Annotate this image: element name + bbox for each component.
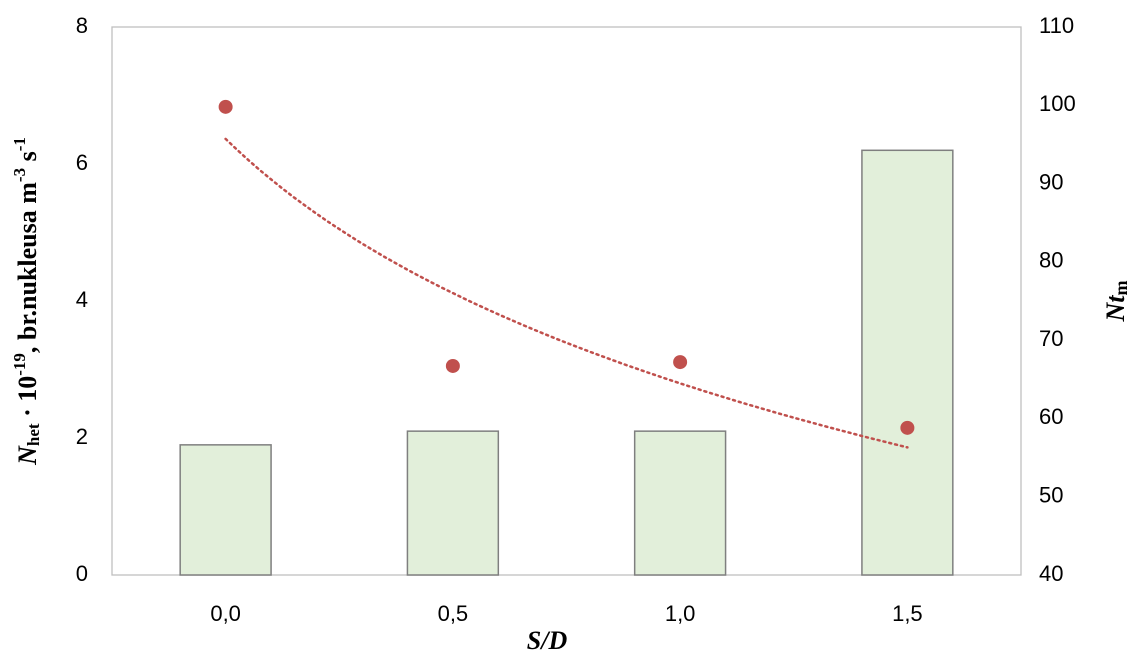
x-axis-label: S/D [527, 626, 568, 655]
y-tick-label: 4 [76, 287, 88, 312]
y2-tick-label: 50 [1039, 483, 1063, 508]
y-label-part: , br.nukleusa m [13, 182, 42, 353]
x-tick-label: 1,0 [665, 601, 696, 626]
y-tick-label: 2 [76, 424, 88, 449]
y2-tick-label: 80 [1039, 248, 1063, 273]
y-label-part: het [24, 423, 43, 446]
y2-tick-label: 40 [1039, 561, 1063, 586]
y2-tick-label: 90 [1039, 169, 1063, 194]
y2-label-part: Nt [1101, 295, 1130, 323]
y2-tick-label: 110 [1039, 13, 1074, 38]
trend-line [224, 137, 909, 449]
bar [406, 430, 500, 576]
y-label-part: s [13, 151, 42, 168]
y-label-part: -3 [10, 168, 29, 182]
point [673, 355, 688, 370]
y-tick-label: 6 [76, 150, 88, 175]
bar [179, 444, 272, 576]
y-tick-label: 8 [76, 13, 88, 38]
y2-tick-label: 70 [1039, 326, 1063, 351]
bar [633, 430, 727, 576]
point [900, 420, 915, 435]
y-label-part: -1 [10, 137, 29, 151]
x-tick-label: 0,0 [210, 601, 241, 626]
point [445, 358, 460, 373]
point [218, 99, 233, 114]
y-axis-label: Nhet · 10-19, br.nukleusa m-3 s-1 [10, 137, 43, 466]
y2-tick-label: 100 [1039, 91, 1076, 116]
bar [861, 149, 954, 576]
plot-frame [111, 26, 1022, 576]
x-tick-label: 1,5 [892, 601, 923, 626]
y-label-part: N [13, 445, 42, 466]
y-tick-label: 0 [76, 561, 88, 586]
y2-label-part: m [1111, 281, 1131, 296]
y2-axis-label: Ntm [1101, 281, 1131, 323]
y-label-part: -19 [10, 353, 29, 376]
y-label-part: · 10 [13, 376, 42, 424]
x-tick-label: 0,5 [438, 601, 469, 626]
y2-tick-label: 60 [1039, 404, 1063, 429]
